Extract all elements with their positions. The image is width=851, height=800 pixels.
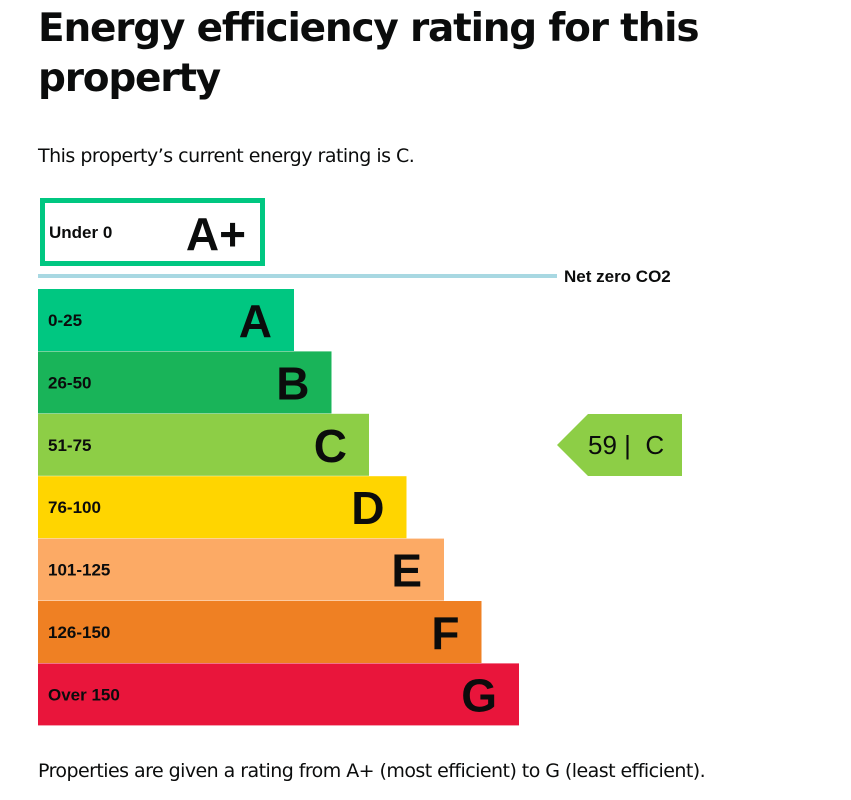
band-b-bar [38, 351, 332, 414]
band-d-letter: D [351, 482, 384, 534]
band-g: Over 150 G [38, 663, 519, 726]
band-g-bar [38, 663, 519, 726]
rating-scale-explanation: Properties are given a rating from A+ (m… [38, 760, 706, 782]
band-a-range: 0-25 [48, 311, 82, 330]
band-f: 126-150 F [38, 601, 482, 663]
current-rating-arrow [557, 414, 682, 476]
band-g-range: Over 150 [48, 685, 120, 704]
band-e-bar [38, 538, 444, 601]
band-a-plus-box [40, 198, 265, 266]
band-c-bar [38, 413, 369, 476]
band-d: 76-100 D [38, 476, 407, 539]
band-b-range: 26-50 [48, 373, 91, 392]
band-e-letter: E [391, 545, 422, 597]
band-e-range: 101-125 [48, 561, 110, 580]
band-d-bar [38, 476, 407, 539]
band-c-range: 51-75 [48, 436, 91, 455]
band-a-plus-letter: A+ [186, 208, 246, 260]
band-a: 0-25 A [38, 289, 294, 351]
band-e: 101-125 E [38, 538, 444, 601]
band-c: 51-75 C [38, 413, 369, 476]
band-d-range: 76-100 [48, 498, 101, 517]
band-g-letter: G [461, 669, 497, 721]
current-rating-label: 59 | C [588, 430, 664, 460]
band-f-bar [38, 601, 482, 663]
net-zero-marker: Net zero CO2 [38, 267, 671, 286]
rating-bands: 0-25 A 26-50 B 51-75 C 76-100 D 101-125 E 126-150 F… [38, 289, 519, 726]
current-rating-summary: This property’s current energy rating is… [38, 145, 415, 167]
band-c-letter: C [314, 420, 347, 472]
band-a-bar [38, 289, 294, 351]
page-title: Energy efficiency rating for this proper… [38, 6, 700, 101]
band-f-letter: F [431, 607, 459, 659]
net-zero-line [38, 274, 557, 278]
band-a-plus: Under 0 A+ [40, 198, 265, 266]
band-b-letter: B [276, 357, 309, 409]
current-rating-marker: 59 | C [557, 414, 682, 476]
net-zero-label: Net zero CO2 [564, 267, 671, 286]
band-b: 26-50 B [38, 351, 332, 414]
band-a-letter: A [239, 295, 272, 347]
band-f-range: 126-150 [48, 623, 110, 642]
band-a-plus-range: Under 0 [49, 223, 112, 242]
